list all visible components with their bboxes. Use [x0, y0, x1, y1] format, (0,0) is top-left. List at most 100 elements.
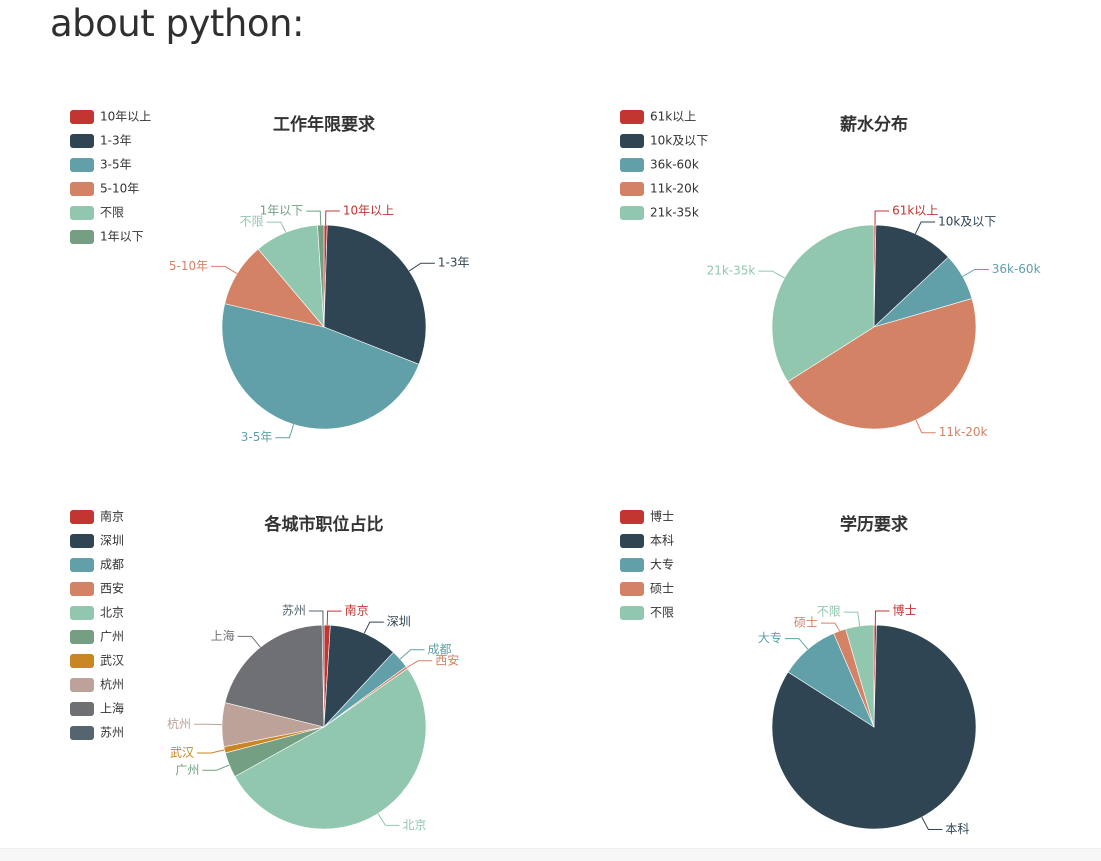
slice-label: 3-5年 [241, 424, 294, 444]
legend-swatch [620, 182, 644, 196]
legend-label: 南京 [100, 509, 124, 524]
label-line [821, 623, 840, 631]
legend-swatch [70, 558, 94, 572]
label-text: 博士 [892, 603, 916, 618]
label-text: 36k-60k [992, 262, 1041, 276]
label-text: 杭州 [167, 716, 191, 731]
legend-swatch [70, 510, 94, 524]
legend-item[interactable]: 36k-60k [620, 158, 699, 173]
slice-label: 博士 [875, 603, 916, 625]
legend-swatch [70, 110, 94, 124]
pie-chart-4: 学历要求博士本科大专硕士不限博士本科大专硕士不限 [620, 509, 976, 836]
label-line [916, 420, 936, 433]
label-line [238, 636, 261, 647]
legend-item[interactable]: 10年以上 [70, 110, 151, 125]
legend-item[interactable]: 61k以上 [620, 110, 696, 125]
legend-swatch [70, 182, 94, 196]
legend-swatch [70, 582, 94, 596]
legend-label: 不限 [650, 606, 674, 620]
slice-label: 21k-35k [707, 264, 785, 278]
label-text: 北京 [402, 818, 426, 832]
legend-label: 36k-60k [650, 158, 699, 172]
legend-label: 21k-35k [650, 206, 699, 220]
legend-label: 5-10年 [100, 182, 139, 196]
label-line [409, 263, 435, 271]
label-text: 深圳 [387, 615, 411, 629]
label-line [309, 611, 323, 625]
legend-swatch [70, 654, 94, 668]
slice-label: 杭州 [167, 716, 222, 731]
label-text: 武汉 [170, 746, 194, 760]
legend-item[interactable]: 11k-20k [620, 182, 699, 197]
legend-item[interactable]: 成都 [70, 558, 124, 573]
legend-label: 成都 [100, 558, 124, 572]
label-text: 苏州 [282, 604, 306, 618]
legend-item[interactable]: 深圳 [70, 534, 124, 549]
chart-title: 工作年限要求 [273, 114, 375, 135]
legend-swatch [70, 726, 94, 740]
legend-swatch [620, 158, 644, 172]
label-text: 3-5年 [241, 430, 273, 444]
label-text: 10k及以下 [938, 215, 996, 229]
legend-item[interactable]: 杭州 [70, 677, 124, 693]
chart-title: 各城市职位占比 [264, 514, 384, 535]
legend-item[interactable]: 西安 [70, 581, 124, 597]
label-line [963, 270, 989, 277]
legend-label: 不限 [100, 206, 124, 220]
label-line [407, 661, 432, 668]
legend-swatch [70, 606, 94, 620]
label-text: 广州 [175, 763, 199, 777]
legend-item[interactable]: 1-3年 [70, 134, 132, 149]
label-text: 本科 [945, 822, 969, 836]
label-line [922, 817, 943, 829]
legend-item[interactable]: 本科 [620, 534, 674, 549]
legend-item[interactable]: 3-5年 [70, 158, 132, 173]
legend-swatch [70, 134, 94, 148]
legend-label: 10年以上 [100, 110, 151, 124]
legend-item[interactable]: 5-10年 [70, 182, 139, 197]
legend-item[interactable]: 硕士 [620, 582, 674, 597]
label-line [785, 639, 808, 650]
label-text: 1年以下 [260, 204, 304, 218]
chart-title: 薪水分布 [840, 114, 908, 135]
slice-label: 北京 [378, 814, 426, 832]
legend-item[interactable]: 武汉 [70, 654, 124, 669]
label-text: 10年以上 [343, 204, 394, 218]
legend-item[interactable]: 不限 [620, 606, 674, 621]
legend-item[interactable]: 不限 [70, 206, 124, 221]
label-line [202, 765, 229, 770]
legend-swatch [70, 630, 94, 644]
label-line [378, 814, 400, 826]
label-line [326, 211, 340, 225]
legend-item[interactable]: 博士 [620, 509, 674, 525]
legend-label: 61k以上 [650, 110, 696, 124]
slice-label: 本科 [922, 817, 970, 836]
label-text: 大专 [758, 630, 782, 645]
legend-item[interactable]: 上海 [70, 701, 124, 717]
legend-label: 广州 [100, 630, 124, 644]
label-text: 不限 [817, 605, 841, 619]
legend-item[interactable]: 10k及以下 [620, 134, 708, 149]
legend-label: 硕士 [650, 582, 674, 596]
legend-item[interactable]: 北京 [70, 606, 124, 621]
slice-label: 苏州 [282, 604, 323, 625]
legend-swatch [70, 702, 94, 716]
legend-swatch [70, 230, 94, 244]
legend-swatch [70, 678, 94, 692]
label-text: 硕士 [794, 616, 818, 630]
label-line [915, 222, 935, 234]
legend-item[interactable]: 苏州 [70, 726, 124, 741]
legend-item[interactable]: 21k-35k [620, 206, 699, 221]
legend-item[interactable]: 1年以下 [70, 230, 144, 245]
label-text: 1-3年 [438, 256, 470, 270]
label-line [306, 211, 320, 225]
slice-label: 深圳 [364, 615, 411, 634]
legend-item[interactable]: 广州 [70, 630, 124, 645]
legend-swatch [620, 134, 644, 148]
legend-item[interactable]: 大专 [620, 557, 674, 573]
legend-item[interactable]: 南京 [70, 509, 124, 525]
slice-label: 广州 [175, 763, 229, 777]
legend-swatch [620, 110, 644, 124]
label-text: 上海 [211, 628, 235, 643]
